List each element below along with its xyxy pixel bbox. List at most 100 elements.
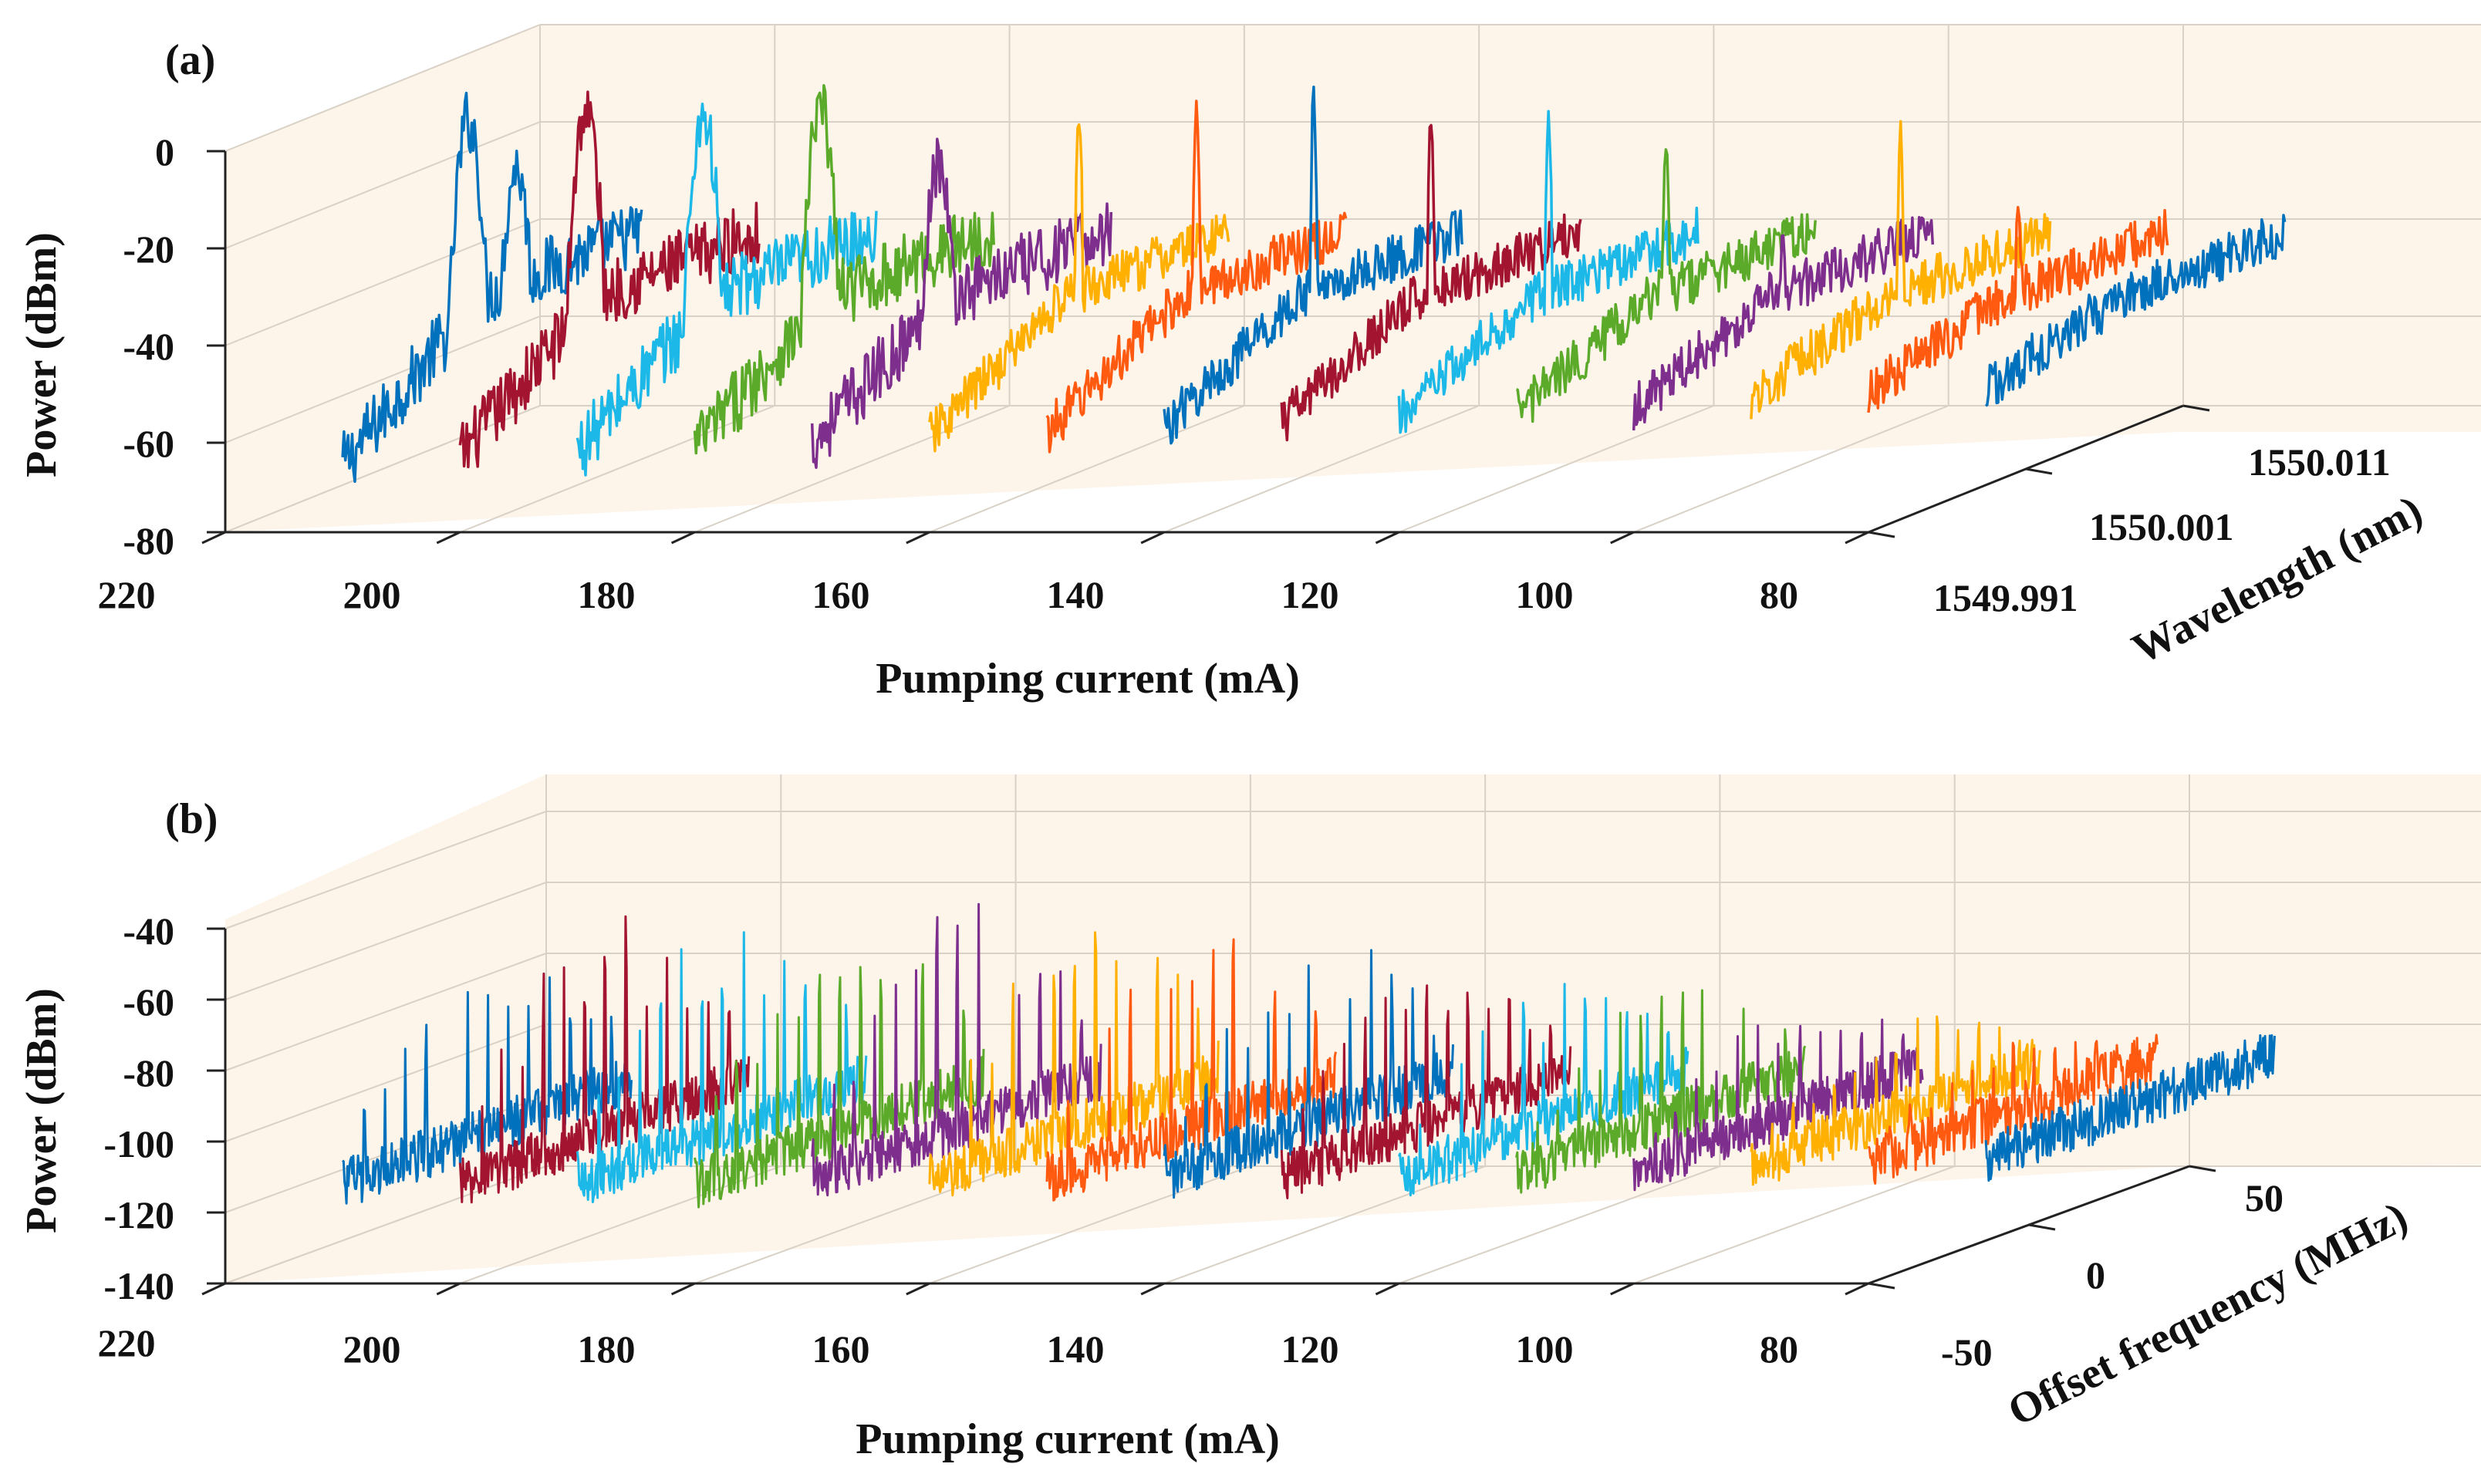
grid-line (694, 405, 1010, 533)
grid-line (224, 811, 547, 929)
panel-b-x-tick: 180 (578, 1327, 636, 1371)
panel-b-z-tick: -40 (123, 909, 174, 953)
spectrum-trace (810, 137, 1113, 469)
panel-a-x-tick: 100 (1516, 573, 1574, 616)
panel-a-x-tick: 180 (578, 573, 636, 616)
x-tick-mark (1140, 531, 1165, 545)
panel-b-z-tick: -100 (103, 1122, 174, 1165)
spectrum-trace (576, 102, 878, 477)
panel-b-y-tick: -50 (1941, 1331, 1993, 1374)
panel-a-z-label: Power (dBm) (18, 232, 66, 477)
grid-line (224, 218, 541, 346)
panel-b-y-label: Offset frequency (MHz) (2000, 1193, 2415, 1436)
x-tick-mark (201, 1282, 226, 1296)
spectrum-trace (1867, 206, 2169, 413)
panel-b-y-tick: 50 (2245, 1176, 2284, 1219)
panel-a-traces (341, 83, 2287, 484)
spectrum-trace (693, 83, 995, 455)
x-tick-mark (1845, 531, 1869, 545)
x-tick-mark (906, 531, 930, 545)
panel-b-z-tick: -60 (123, 980, 174, 1024)
beat-spectrum-trace (1632, 1018, 1924, 1192)
panel-b-traces (342, 902, 2276, 1209)
panel-b-z-tick: -80 (123, 1051, 174, 1094)
y-tick-mark (1868, 1282, 1895, 1290)
panel-a: 0 -20 -40 -60 -80 220 200 180 160 140 12… (18, 24, 2481, 703)
grid-line (1163, 405, 1480, 533)
beat-spectrum-trace (1750, 1015, 2041, 1186)
panel-b-x-tick: 220 (98, 1321, 156, 1364)
spectrum-trace (1632, 216, 1935, 431)
panel-b-y-tick: 0 (2086, 1253, 2105, 1297)
panel-b: -40 -60 -80 -100 -120 -140 220 200 180 1… (18, 774, 2481, 1463)
spectrum-trace (1750, 120, 2052, 420)
spectrum-trace (1397, 110, 1700, 434)
panel-a-y-tick: 1549.991 (1933, 576, 2078, 619)
x-tick-mark (906, 1282, 930, 1296)
panel-a-z-tick: -60 (123, 422, 174, 465)
x-tick-mark (1610, 1282, 1635, 1296)
panel-a-z-tick: -80 (123, 519, 174, 562)
panel-a-x-label: Pumping current (mA) (876, 655, 1300, 703)
y-tick-mark (2028, 1223, 2056, 1231)
spectrum-trace (1516, 148, 1817, 423)
panel-b-x-tick: 160 (812, 1327, 870, 1371)
y-tick-mark (2025, 467, 2053, 475)
grid-line (1399, 405, 1714, 533)
x-tick-mark (436, 531, 461, 545)
panel-a-z-tick: -40 (123, 325, 174, 368)
x-tick-mark (1375, 1282, 1400, 1296)
grid-line (224, 1165, 547, 1284)
spectrum-trace (1280, 123, 1582, 442)
grid-line (1633, 405, 1949, 533)
x-tick-mark (670, 531, 696, 545)
x-tick-mark (1140, 1282, 1165, 1296)
spectrum-trace (341, 91, 643, 484)
grid-line (224, 405, 541, 533)
grid-line (224, 882, 547, 1000)
panel-a-x-tick: 220 (98, 573, 156, 616)
panel-b-x-tick: 140 (1047, 1327, 1105, 1371)
panel-b-axes (201, 927, 2216, 1296)
panel-a-x-tick: 160 (812, 573, 870, 616)
beat-spectrum-trace (1984, 1034, 2276, 1182)
panel-b-x-tick: 100 (1516, 1327, 1574, 1371)
panel-b-z-label: Power (dBm) (18, 988, 66, 1233)
panel-b-x-tick: 80 (1760, 1327, 1798, 1371)
panel-a-label: (a) (165, 36, 215, 84)
panel-b-z-tick: -140 (103, 1264, 174, 1307)
grid-line (929, 405, 1245, 533)
panel-a-grid (224, 24, 2481, 533)
spectrum-trace (928, 123, 1230, 453)
spectrum-trace (1163, 85, 1464, 445)
panel-b-label: (b) (165, 795, 218, 843)
grid-line (1633, 1165, 1956, 1284)
panel-b-x-label: Pumping current (mA) (856, 1415, 1280, 1463)
panel-b-x-tick: 120 (1281, 1327, 1339, 1371)
x-tick-mark (1610, 531, 1635, 545)
panel-a-z-tick: 0 (155, 130, 174, 174)
y-tick-mark (2182, 404, 2210, 412)
grid-line (224, 315, 541, 444)
spectrum-trace (1045, 99, 1348, 454)
y-tick-mark (2189, 1165, 2216, 1172)
x-tick-mark (436, 1282, 461, 1296)
grid-line (224, 24, 541, 152)
spectrum-trace (1984, 214, 2287, 407)
grid-line (224, 953, 547, 1071)
grid-line (224, 121, 541, 249)
panel-a-x-tick: 200 (343, 573, 401, 616)
spectrum-trace (458, 90, 761, 469)
panel-b-z-tick: -120 (103, 1193, 174, 1236)
grid-line (224, 1024, 547, 1142)
panel-a-y-tick: 1550.001 (2089, 505, 2234, 548)
panel-a-y-tick: 1550.011 (2248, 440, 2391, 484)
grid-line (1399, 1165, 1720, 1284)
panel-a-z-tick: -20 (123, 228, 174, 271)
grid-line (459, 1165, 781, 1284)
panel-a-x-tick: 80 (1760, 573, 1798, 616)
panel-a-x-tick: 120 (1281, 573, 1339, 616)
x-tick-mark (1375, 531, 1400, 545)
x-tick-mark (1845, 1282, 1869, 1296)
